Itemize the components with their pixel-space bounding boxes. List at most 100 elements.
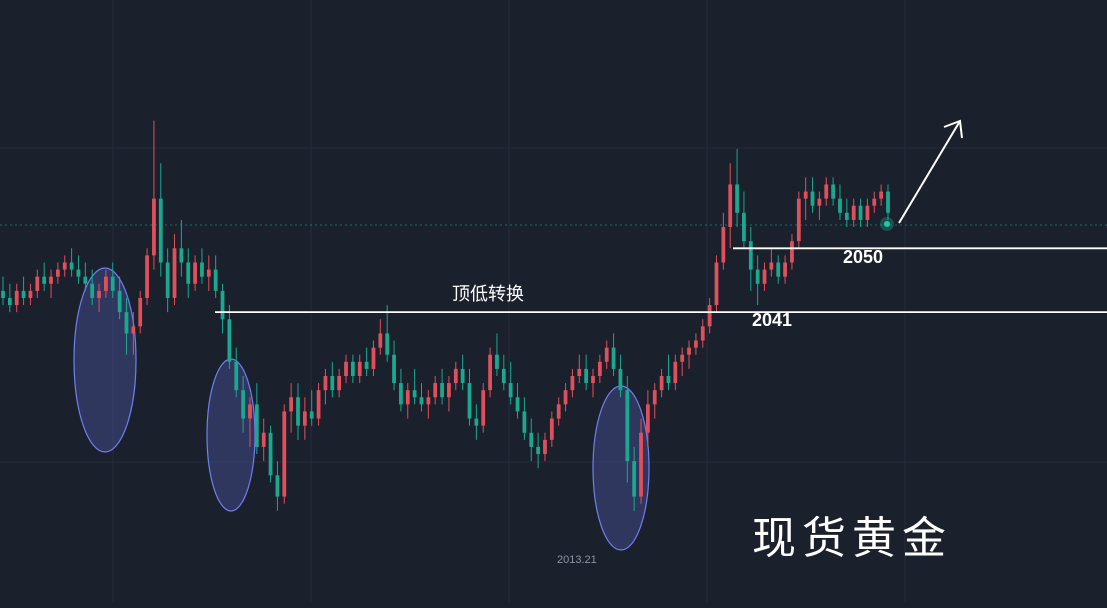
candle-body-106 (728, 184, 733, 228)
candle-19 (131, 312, 136, 355)
candle-body-62 (426, 397, 431, 405)
candle-43 (296, 383, 300, 440)
candle-body-116 (796, 198, 801, 242)
candle-body-3 (21, 290, 26, 298)
candle-37 (254, 383, 259, 455)
candle-63 (433, 375, 438, 405)
candle-40 (275, 461, 280, 511)
candle-body-75 (515, 397, 520, 412)
candle-body-1 (7, 297, 12, 306)
candle-body-86 (591, 375, 595, 384)
candle-body-12 (83, 276, 88, 284)
candle-76 (522, 397, 527, 440)
candle-body-126 (865, 205, 870, 220)
candle-96 (659, 368, 664, 398)
candle-121 (831, 177, 836, 206)
candle-body-68 (467, 383, 472, 419)
candle-body-107 (735, 184, 739, 213)
candle-112 (769, 248, 774, 277)
candle-body-16 (110, 276, 115, 291)
candle-body-82 (563, 390, 568, 405)
candle-body-90 (618, 368, 623, 391)
candle-18 (124, 297, 129, 355)
candle-72 (495, 333, 499, 376)
candle-57 (392, 340, 396, 391)
candle-101 (694, 333, 698, 355)
candle-8 (55, 262, 60, 284)
candle-body-41 (282, 411, 287, 497)
candle-86 (591, 368, 595, 398)
candle-119 (817, 191, 822, 220)
candle-body-48 (330, 375, 335, 391)
candle-body-51 (350, 361, 355, 376)
candle-body-8 (55, 269, 60, 277)
candle-body-123 (844, 212, 849, 220)
candle-26 (179, 219, 184, 277)
candle-body-46 (316, 390, 321, 419)
chart-title: 现货黄金 (752, 513, 952, 564)
candle-body-117 (803, 191, 808, 199)
candle-52 (357, 354, 362, 384)
candle-6 (42, 262, 47, 291)
candle-body-83 (570, 375, 575, 391)
candle-body-34 (234, 361, 239, 391)
candle-body-96 (659, 375, 664, 391)
candle-50 (344, 354, 348, 384)
candle-body-28 (193, 262, 197, 284)
candle-69 (474, 404, 479, 440)
candle-125 (858, 198, 863, 228)
candle-45 (309, 390, 314, 426)
candle-body-129 (886, 191, 890, 213)
candle-55 (378, 319, 383, 355)
candle-67 (460, 354, 465, 391)
candle-body-6 (42, 276, 47, 284)
candle-body-44 (302, 411, 307, 426)
candle-118 (810, 177, 815, 213)
candle-body-9 (62, 262, 67, 270)
candle-body-110 (755, 269, 760, 284)
candle-body-15 (104, 276, 108, 291)
candle-body-37 (254, 404, 259, 447)
candle-body-80 (549, 418, 554, 440)
candle-body-4 (28, 290, 33, 298)
candle-117 (803, 177, 808, 220)
candle-body-76 (522, 411, 527, 433)
candle-36 (248, 397, 252, 447)
candle-body-55 (378, 333, 383, 348)
candle-106 (728, 163, 733, 249)
candle-body-11 (76, 269, 81, 277)
candle-120 (824, 177, 829, 206)
candle-body-84 (577, 368, 582, 376)
candle-54 (371, 340, 376, 376)
candle-body-89 (611, 347, 616, 369)
candle-body-101 (694, 340, 698, 348)
candle-78 (536, 432, 541, 469)
candle-27 (186, 248, 191, 298)
candle-body-40 (275, 475, 280, 497)
candle-10 (69, 248, 74, 277)
candle-body-49 (337, 375, 342, 391)
candle-102 (700, 319, 705, 348)
candle-80 (549, 411, 554, 447)
candle-90 (618, 354, 623, 398)
candle-body-100 (687, 347, 691, 355)
candle-35 (241, 375, 246, 433)
candle-body-24 (165, 262, 170, 298)
candle-body-72 (495, 354, 499, 369)
candle-body-119 (817, 198, 822, 206)
candle-122 (838, 184, 842, 220)
candle-body-33 (227, 319, 232, 362)
candle-104 (714, 255, 719, 313)
candle-body-70 (481, 390, 486, 426)
candle-91 (625, 375, 630, 483)
candle-93 (639, 418, 643, 504)
candle-body-92 (632, 461, 637, 497)
candle-127 (872, 191, 877, 213)
candle-body-59 (405, 390, 410, 405)
candle-body-36 (248, 404, 252, 419)
candle-3 (21, 276, 26, 306)
candle-body-17 (117, 290, 122, 313)
low-price-label: 2013.21 (557, 554, 597, 566)
candle-body-88 (604, 347, 609, 362)
candle-109 (748, 227, 753, 291)
